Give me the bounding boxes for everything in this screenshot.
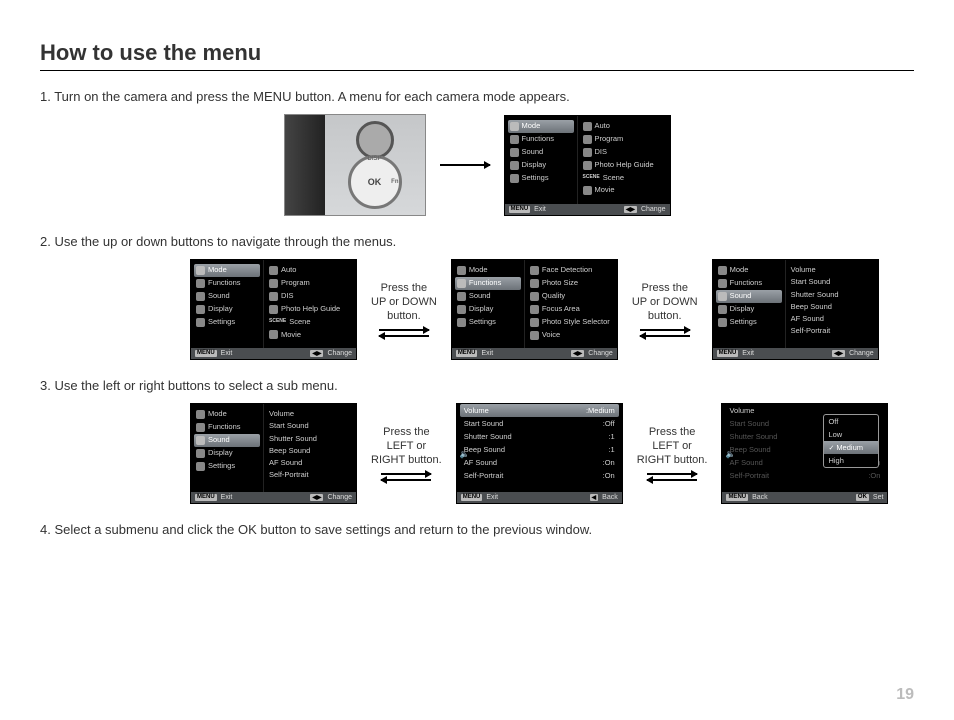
arrow-group: Press the UP or DOWN button. — [365, 282, 443, 336]
arrow-group: Press the LEFT or RIGHT button. — [631, 426, 714, 480]
page-title: How to use the menu — [40, 40, 914, 71]
volume-popup: Off Low Medium High — [823, 414, 879, 468]
camera-illustration: OK DISP Fn — [284, 114, 426, 216]
menu-screen-mode: Mode Functions Sound Display Settings Au… — [504, 115, 671, 216]
sound-settings-screen: 🔈 Volume:Medium Start Sound:Off Shutter … — [456, 403, 623, 504]
menu-screen-mode-2: Mode Functions Sound Display Settings Au… — [190, 259, 357, 360]
arrow-group: Press the UP or DOWN button. — [626, 282, 704, 336]
menu-screen-functions: Mode Functions Sound Display Settings Fa… — [451, 259, 618, 360]
sound-settings-popup-screen: 🔈 Volume Start Sound Shutter Sound Beep … — [721, 403, 888, 504]
step-1: 1. Turn on the camera and press the MENU… — [40, 89, 914, 104]
step-2: 2. Use the up or down buttons to navigat… — [40, 234, 914, 249]
ok-button: OK DISP Fn — [348, 155, 402, 209]
page-number: 19 — [896, 686, 914, 704]
speaker-icon: 🔈 — [460, 449, 470, 458]
arrow-group: Press the LEFT or RIGHT button. — [365, 426, 448, 480]
speaker-icon: 🔈 — [725, 449, 735, 458]
opt-medium: Medium — [824, 441, 878, 454]
step-4: 4. Select a submenu and click the OK but… — [40, 522, 914, 537]
opt-high: High — [824, 454, 878, 467]
opt-off: Off — [824, 415, 878, 428]
step-3: 3. Use the left or right buttons to sele… — [40, 378, 914, 393]
volume-row: Volume:Medium — [460, 404, 619, 417]
menu-screen-sound-2: Mode Functions Sound Display Settings Vo… — [190, 403, 357, 504]
menu-screen-sound: Mode Functions Sound Display Settings Vo… — [712, 259, 879, 360]
arrow-icon — [434, 164, 496, 166]
opt-low: Low — [824, 428, 878, 441]
